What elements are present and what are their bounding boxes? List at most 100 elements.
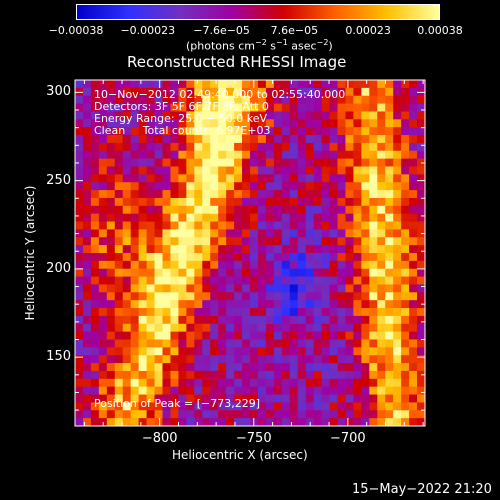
- heatmap-cell: [210, 95, 219, 105]
- heatmap-cell: [114, 127, 124, 136]
- heatmap-cell: [114, 394, 124, 404]
- heatmap-cell: [106, 410, 116, 419]
- heatmap-cell: [417, 331, 425, 341]
- heatmap-cell: [289, 355, 299, 364]
- heatmap-cell: [138, 119, 148, 128]
- heatmap-cell: [313, 418, 323, 426]
- heatmap-cell: [170, 386, 180, 396]
- heatmap-cell: [361, 386, 370, 396]
- colorbar-tick-label: −0.00038: [48, 24, 104, 37]
- heatmap-cell: [194, 150, 203, 160]
- heatmap-cell: [75, 221, 84, 231]
- heatmap-cell: [210, 300, 219, 309]
- heatmap-cell: [106, 95, 116, 105]
- heatmap-cell: [265, 331, 275, 341]
- heatmap-cell: [122, 166, 132, 175]
- heatmap-cell: [393, 221, 402, 231]
- heatmap-cell: [321, 347, 331, 356]
- x-tick-label: −800: [141, 431, 178, 446]
- heatmap-cell: [178, 111, 187, 120]
- heatmap-cell: [122, 221, 132, 231]
- heatmap-cell: [401, 339, 410, 348]
- heatmap-cell: [154, 245, 164, 254]
- heatmap-cell: [329, 363, 339, 372]
- heatmap-cell: [75, 308, 84, 317]
- heatmap-cell: [98, 363, 108, 372]
- heatmap-cell: [385, 245, 394, 254]
- heatmap-cell: [210, 103, 219, 113]
- heatmap-cell: [305, 284, 315, 293]
- heatmap-cell: [337, 87, 347, 97]
- heatmap-cells: [75, 80, 425, 426]
- heatmap-cell: [138, 394, 148, 404]
- heatmap-cell: [361, 284, 370, 293]
- heatmap-cell: [202, 355, 211, 364]
- heatmap-cell: [313, 323, 323, 333]
- heatmap-cell: [194, 347, 203, 356]
- heatmap-cell: [401, 410, 410, 419]
- heatmap-cell: [305, 339, 315, 348]
- heatmap-cell: [353, 190, 362, 199]
- heatmap-cell: [130, 253, 140, 262]
- heatmap-cell: [321, 182, 331, 191]
- heatmap-cell: [186, 111, 195, 120]
- heatmap-cell: [369, 347, 378, 356]
- heatmap-cell: [369, 284, 378, 293]
- heatmap-cell: [377, 245, 386, 254]
- heatmap-cell: [329, 418, 339, 426]
- heatmap-cell: [162, 190, 172, 199]
- heatmap-cell: [210, 174, 219, 183]
- heatmap-cell: [409, 347, 418, 356]
- heatmap-cell: [313, 119, 323, 128]
- heatmap-cell: [353, 323, 362, 333]
- heatmap-cell: [385, 150, 394, 160]
- heatmap-cell: [210, 347, 219, 356]
- heatmap-cell: [305, 158, 315, 168]
- heatmap-cell: [297, 260, 307, 270]
- heatmap-cell: [250, 111, 259, 120]
- heatmap-cell: [122, 276, 132, 286]
- heatmap-cell: [194, 229, 203, 238]
- heatmap-cell: [329, 331, 339, 341]
- heatmap-cell: [305, 410, 315, 419]
- heatmap-cell: [114, 80, 124, 89]
- heatmap-cell: [130, 410, 140, 419]
- heatmap-cell: [329, 268, 339, 278]
- heatmap-cell: [106, 363, 116, 372]
- heatmap-cell: [377, 347, 386, 356]
- heatmap-cell: [82, 410, 92, 419]
- heatmap-cell: [138, 268, 148, 278]
- heatmap-cell: [337, 174, 347, 183]
- heatmap-cell: [257, 315, 267, 325]
- heatmap-cell: [417, 245, 425, 254]
- heatmap-cell: [297, 339, 307, 348]
- heatmap-cell: [313, 142, 323, 152]
- heatmap-cell: [194, 221, 203, 231]
- heatmap-cell: [305, 260, 315, 270]
- heatmap-cell: [106, 213, 116, 223]
- heatmap-cell: [194, 142, 203, 152]
- heatmap-cell: [82, 260, 92, 270]
- heatmap-cell: [90, 182, 100, 191]
- heatmap-cell: [273, 276, 283, 286]
- heatmap-cell: [377, 213, 386, 223]
- heatmap-cell: [409, 323, 418, 333]
- heatmap-cell: [281, 166, 291, 175]
- heatmap-cell: [385, 229, 394, 238]
- heatmap-cell: [361, 205, 370, 215]
- heatmap-cell: [202, 221, 211, 231]
- heatmap-cell: [194, 402, 203, 411]
- heatmap-cell: [250, 394, 259, 404]
- heatmap-cell: [281, 182, 291, 191]
- heatmap-cell: [226, 260, 235, 270]
- heatmap-cell: [337, 370, 347, 380]
- heatmap-cell: [242, 418, 251, 426]
- heatmap-cell: [281, 174, 291, 183]
- heatmap-cell: [178, 221, 187, 231]
- heatmap-cell: [178, 95, 187, 105]
- heatmap-cell: [305, 87, 315, 97]
- heatmap-cell: [281, 150, 291, 160]
- heatmap-cell: [138, 300, 148, 309]
- heatmap-cell: [257, 135, 267, 144]
- heatmap-cell: [297, 292, 307, 301]
